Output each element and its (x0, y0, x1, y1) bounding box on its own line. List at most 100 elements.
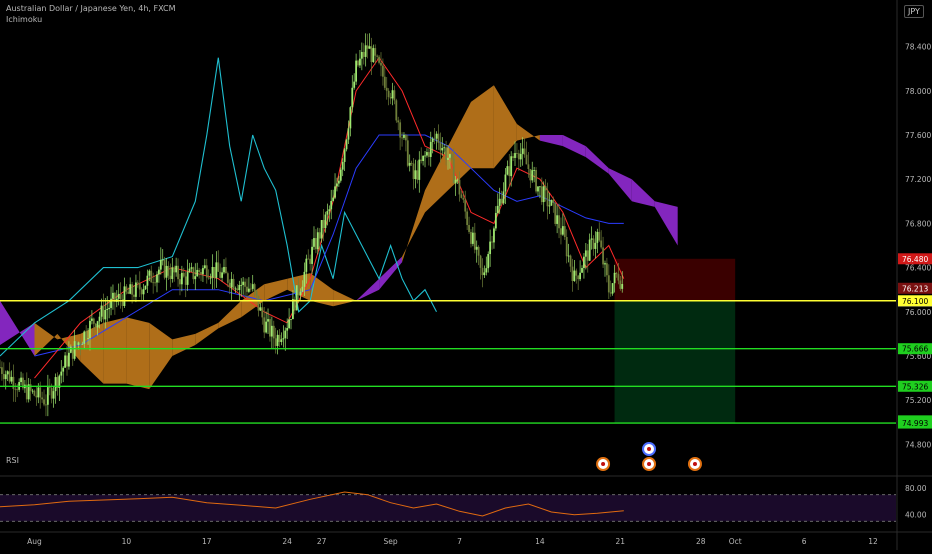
candle-body (198, 269, 201, 273)
x-tick-label: 28 (696, 537, 706, 546)
candle-body (182, 272, 185, 277)
economic-event-icon[interactable] (642, 457, 657, 471)
candle-body (14, 388, 17, 390)
candle-body (255, 290, 258, 296)
candle-body (602, 247, 604, 265)
candle-body (188, 268, 191, 272)
candle-body (274, 338, 277, 346)
candle-body (406, 140, 409, 166)
candle-body (60, 371, 63, 376)
economic-event-icon[interactable] (596, 457, 611, 471)
candle-body (259, 307, 262, 311)
candle-body (232, 278, 235, 289)
candle-body (293, 298, 296, 311)
candle-body (6, 371, 9, 375)
y-tick-label: 76.400 (905, 264, 931, 273)
horizontal-levels[interactable] (0, 300, 896, 424)
y-tick-label: 77.600 (905, 131, 931, 140)
candle-body (110, 298, 112, 308)
candle-body (175, 265, 178, 273)
symbol-title: Australian Dollar / Japanese Yen, 4h, FX… (6, 4, 176, 13)
candle-body (575, 270, 578, 276)
event-dot (692, 462, 697, 466)
cloud-segment (425, 146, 448, 213)
candle-body (98, 316, 101, 322)
candle-body (159, 259, 162, 270)
candle-body (471, 232, 474, 244)
y-tick-label: 77.200 (905, 175, 931, 184)
y-tick-label: 78.400 (905, 43, 931, 52)
candle-body (79, 342, 82, 345)
candle-body (211, 266, 214, 278)
candle-body (205, 265, 208, 278)
candle-body (100, 305, 103, 317)
candle-body (494, 212, 497, 229)
candle-body (460, 194, 463, 198)
candle-body (213, 266, 216, 278)
candle-body (180, 272, 183, 285)
candle-body (228, 282, 231, 288)
rsi-tick-label: 80.00 (905, 484, 927, 493)
candle-body (590, 238, 593, 240)
lagging-span-line (0, 57, 437, 357)
cloud-segment (654, 201, 678, 246)
candle-body (454, 179, 457, 184)
candle-body (422, 155, 425, 161)
level-tag-tp3-bg (898, 417, 932, 429)
candle-body (540, 186, 543, 203)
candle-body (399, 122, 402, 138)
cloud-segment (149, 322, 173, 390)
candle-body (341, 161, 344, 170)
candle-body (473, 232, 476, 250)
candle-body (504, 174, 507, 192)
candle-body (154, 282, 156, 284)
event-markers[interactable] (596, 442, 702, 471)
currency-badge[interactable]: JPY (904, 5, 924, 18)
candle-body (544, 186, 547, 191)
candle-body (303, 271, 306, 287)
candle-body (104, 309, 107, 320)
candle-body (288, 319, 290, 329)
ichimoku-cloud (0, 85, 678, 390)
candle-body (272, 325, 275, 339)
candle-body (4, 374, 7, 380)
candle-body (194, 276, 197, 280)
candle-body (439, 142, 442, 151)
candle-body (339, 169, 342, 181)
candle-body (489, 241, 492, 255)
candle-body (244, 281, 246, 287)
cloud-segment (402, 190, 425, 263)
candle-body (81, 343, 84, 345)
price-tag-red: 76.480 (902, 255, 928, 264)
candle-body (269, 319, 271, 337)
candle-body (102, 305, 105, 320)
rsi-pane (0, 491, 896, 522)
level-tag-tp2: 75.326 (902, 382, 928, 391)
candle-body (127, 291, 130, 294)
economic-event-icon[interactable] (687, 457, 702, 471)
candle-body (516, 153, 518, 154)
news-flag-icon[interactable] (642, 442, 657, 456)
indicator-name: Ichimoku (6, 15, 43, 24)
event-dot (647, 462, 652, 466)
candle-body (140, 289, 143, 295)
candle-body (498, 198, 501, 206)
candle-body (606, 263, 608, 276)
candle-body (347, 128, 350, 140)
candle-body (148, 270, 151, 276)
candle-body (389, 97, 392, 99)
cloud-segment (126, 317, 150, 390)
candle-body (563, 226, 566, 238)
candle-body (322, 220, 325, 229)
candle-body (50, 387, 53, 399)
candle-body (604, 263, 606, 265)
candle-body (594, 242, 597, 249)
candle-body (397, 120, 400, 123)
candle-body (349, 107, 352, 129)
candle-body (219, 271, 222, 278)
candle-body (309, 258, 312, 264)
candle-body (579, 272, 582, 280)
rsi-line (0, 491, 624, 517)
